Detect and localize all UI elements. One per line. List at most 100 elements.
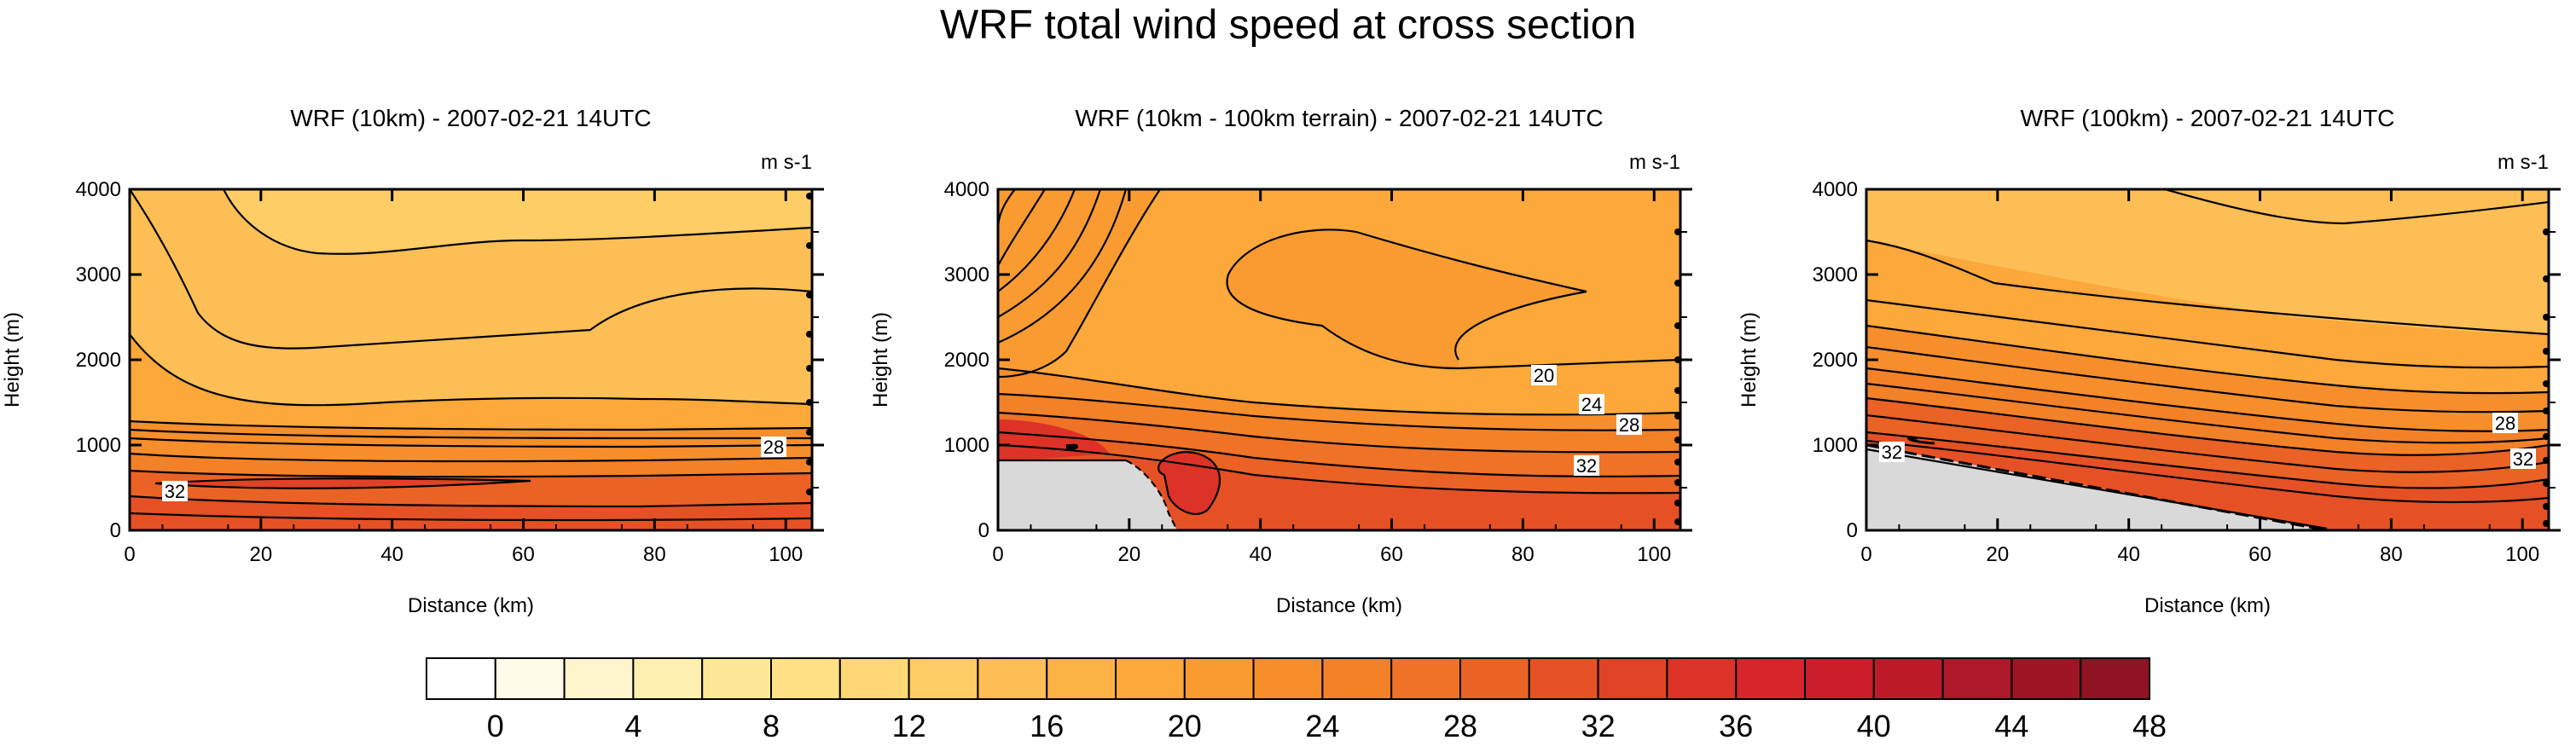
colorbar-swatch [1046,657,1117,700]
x-axis-label: Distance (km) [2144,594,2271,617]
x-tick-label: 0 [992,543,1003,566]
x-tick-label: 60 [2248,543,2271,566]
y-tick-label: 3000 [944,263,989,286]
x-axis: 0 20 40 60 80 100 [992,189,1671,566]
x-axis-label: Distance (km) [1276,594,1402,617]
panel-title: WRF (10km - 100km terrain) - 2007-02-21 … [1075,105,1603,131]
colorbar-tick-label: 36 [1719,708,1753,743]
colorbar-swatch [977,657,1048,700]
x-tick-label: 40 [2117,543,2140,566]
y-tick-label: 2000 [76,349,121,372]
panel-3: WRF (100km) - 2007-02-21 14UTC m s-1 [1738,105,2561,617]
y-tick-label: 0 [110,519,121,542]
x-tick-label: 20 [249,543,272,566]
colorbar-tick-label: 16 [1030,708,1064,743]
x-axis-label: Distance (km) [408,594,534,617]
y-tick-label: 0 [1847,519,1858,542]
colorbar: 0 4 8 12 16 20 24 28 32 36 40 44 48 [426,657,2167,743]
y-tick-label: 0 [978,519,989,542]
panel-1: WRF (10km) - 2007-02-21 14UTC m s-1 [1,105,824,617]
x-tick-label: 20 [1986,543,2009,566]
x-tick-label: 80 [1511,543,1535,566]
contour-label: 32 [2513,448,2533,470]
colorbar-swatch [1597,657,1668,700]
y-tick-label: 2000 [1813,349,1858,372]
contour-label: 32 [1882,442,1902,463]
colorbar-tick-label: 48 [2132,708,2167,743]
x-tick-label: 60 [1380,543,1403,566]
colorbar-swatch [1321,657,1393,700]
y-tick-label: 4000 [76,178,121,201]
colorbar-swatch [1459,657,1530,700]
colorbar-swatch [1183,657,1255,700]
colorbar-tick-label: 28 [1443,708,1477,743]
colorbar-swatch [838,657,910,700]
y-tick-label: 1000 [76,434,121,457]
x-tick-label: 40 [380,543,403,566]
colorbar-swatch [1390,657,1461,700]
x-tick-label: 60 [512,543,535,566]
y-axis: 0 1000 2000 3000 4000 [76,178,824,542]
contour-field [1866,189,2549,530]
colorbar-swatch [1528,657,1599,700]
colorbar-swatch [770,657,841,700]
colorbar-tick-label: 32 [1581,708,1616,743]
colorbar-swatch [2010,657,2082,700]
contour-label: 32 [1576,455,1597,477]
x-tick-label: 100 [769,543,803,566]
colorbar-swatch [1804,657,1875,700]
contour-lines [998,189,1680,530]
colorbar-tick-label: 4 [624,708,641,743]
colorbar-tick-label: 0 [487,708,504,743]
x-tick-label: 100 [1637,543,1671,566]
x-axis: 0 20 40 60 80 100 [1860,189,2539,566]
contour-label: 32 [165,481,185,502]
colorbar-swatch [1252,657,1324,700]
y-axis-label: Height (m) [1,312,24,408]
colorbar-swatch [2080,657,2150,700]
y-axis-label: Height (m) [1738,312,1761,408]
colorbar-tick-label: 20 [1168,708,1202,743]
colorbar-swatch [426,657,496,700]
x-tick-label: 100 [2505,543,2539,566]
unit-label: m s-1 [1629,151,1680,174]
panel-title: WRF (100km) - 2007-02-21 14UTC [2021,105,2395,131]
colorbar-swatch [1872,657,1944,700]
y-tick-label: 1000 [1813,434,1858,457]
colorbar-swatch [1115,657,1186,700]
x-tick-label: 80 [2380,543,2403,566]
colorbar-swatch [494,657,566,700]
y-tick-label: 4000 [944,178,989,201]
contour-label: 28 [2495,413,2515,434]
colorbar-tick-label: 40 [1857,708,1891,743]
panel-title: WRF (10km) - 2007-02-21 14UTC [290,105,651,131]
unit-label: m s-1 [761,151,812,174]
x-tick-label: 80 [643,543,666,566]
contour-label: 28 [763,437,784,458]
contour-label: 28 [1619,414,1639,436]
colorbar-tick-label: 12 [892,708,926,743]
unit-label: m s-1 [2498,151,2549,174]
figure-title: WRF total wind speed at cross section [940,3,1636,48]
x-tick-label: 0 [124,543,135,566]
y-tick-label: 2000 [944,349,989,372]
colorbar-swatch [1941,657,2013,700]
colorbar-swatch [1735,657,1806,700]
colorbar-tick-label: 24 [1305,708,1339,743]
y-axis: 0 1000 2000 3000 4000 [1813,178,2561,542]
y-axis-label: Height (m) [869,312,892,408]
contour-labels: 20 24 28 32 [1531,365,1642,477]
x-tick-label: 20 [1117,543,1140,566]
y-axis: 0 1000 2000 3000 4000 [944,178,1692,542]
contour-labels: 32 28 32 [1879,413,2536,470]
colorbar-swatch [701,657,773,700]
contour-label: 24 [1581,394,1602,415]
colorbar-tick-label: 44 [1994,708,2028,743]
contour-lines [1866,189,2549,530]
colorbar-tick-label: 8 [763,708,780,743]
contour-field [130,189,812,530]
y-tick-label: 3000 [1813,263,1858,286]
x-tick-label: 0 [1860,543,1871,566]
colorbar-swatch [908,657,979,700]
